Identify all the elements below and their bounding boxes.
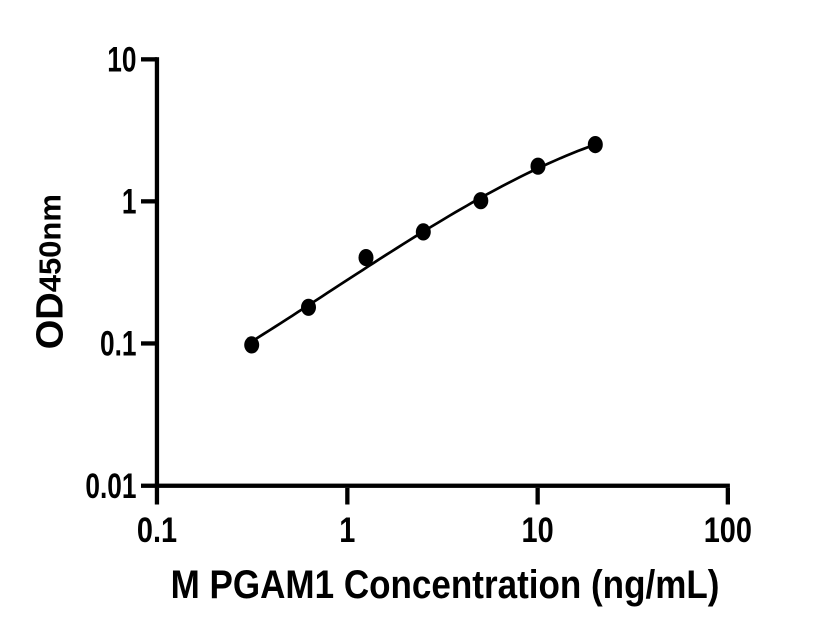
svg-text:M PGAM1 Concentration (ng/mL): M PGAM1 Concentration (ng/mL): [171, 562, 720, 607]
svg-text:0.1: 0.1: [100, 324, 136, 364]
svg-text:0.1: 0.1: [137, 510, 177, 549]
svg-text:1: 1: [122, 182, 137, 222]
svg-text:10: 10: [107, 40, 136, 80]
svg-text:10: 10: [522, 510, 554, 549]
svg-text:OD450nm: OD450nm: [29, 194, 71, 349]
svg-text:1: 1: [339, 510, 355, 549]
svg-text:0.01: 0.01: [85, 466, 136, 506]
svg-text:100: 100: [704, 510, 752, 549]
